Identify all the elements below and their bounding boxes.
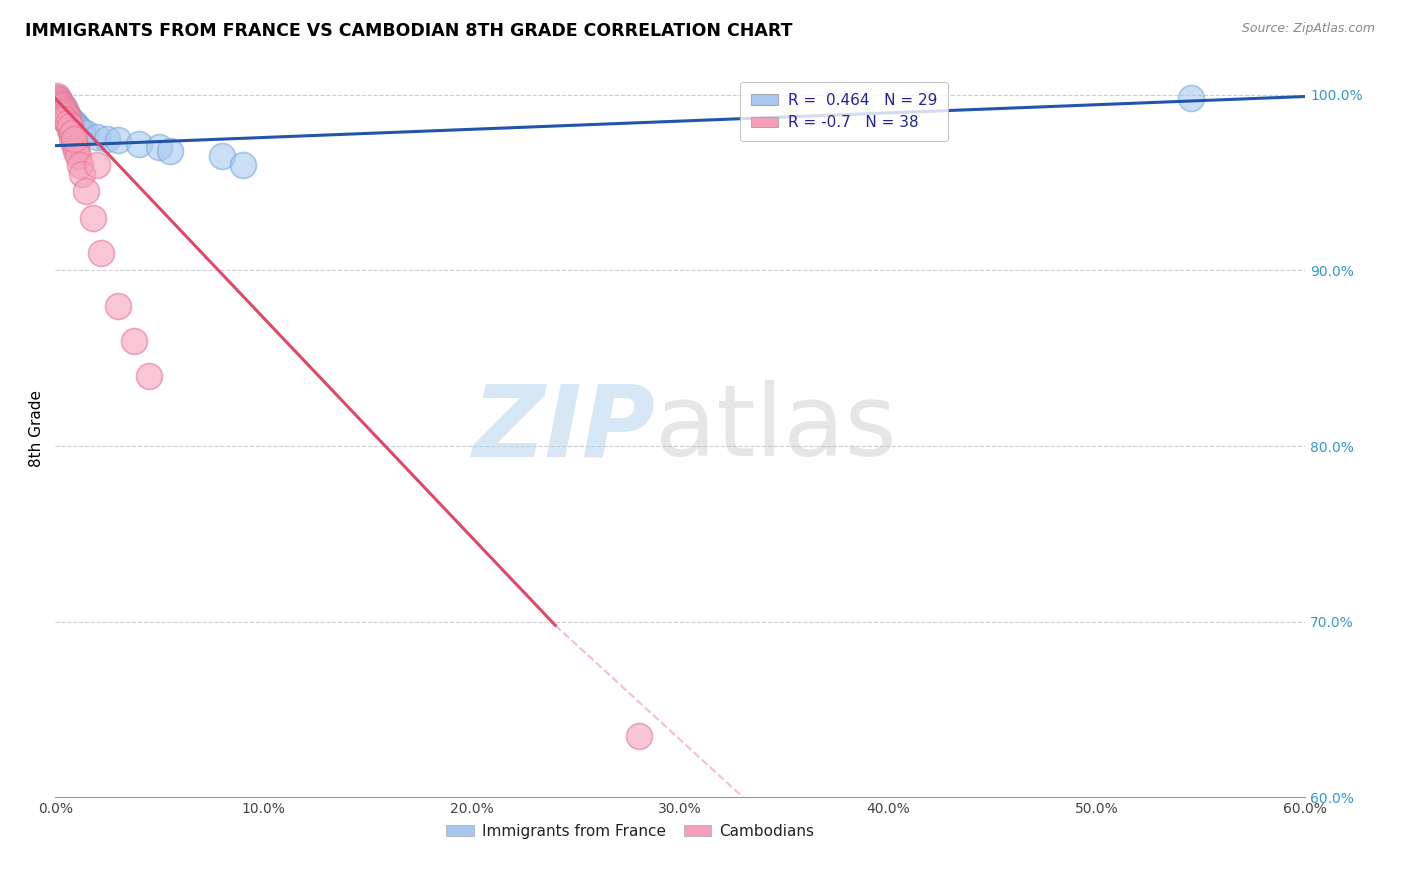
Point <box>48 93 70 107</box>
Point <box>46 91 69 105</box>
Point <box>52 112 75 127</box>
Point <box>56 116 79 130</box>
Point <box>48 93 70 107</box>
Point <box>148 140 170 154</box>
Point <box>48 95 70 109</box>
Point <box>65 144 87 158</box>
Point <box>82 211 104 225</box>
Point <box>72 125 94 139</box>
Point <box>128 136 150 151</box>
Point <box>69 158 91 172</box>
Point <box>55 109 77 123</box>
Point <box>67 149 90 163</box>
Point <box>56 116 79 130</box>
Point <box>211 149 233 163</box>
Point <box>48 95 70 109</box>
Point <box>59 120 82 134</box>
Point <box>56 109 79 123</box>
Y-axis label: 8th Grade: 8th Grade <box>30 390 44 467</box>
Point <box>124 334 146 348</box>
Point <box>51 96 73 111</box>
Point <box>63 136 86 151</box>
Point <box>65 118 87 132</box>
Point <box>65 120 87 134</box>
Point <box>55 107 77 121</box>
Point <box>51 98 73 112</box>
Point <box>51 96 73 111</box>
Point <box>1180 91 1202 105</box>
Point <box>46 91 69 105</box>
Point <box>63 116 86 130</box>
Point <box>69 123 91 137</box>
Point <box>627 729 650 743</box>
Point <box>86 158 108 172</box>
Point <box>138 368 160 383</box>
Point <box>52 102 75 116</box>
Text: IMMIGRANTS FROM FRANCE VS CAMBODIAN 8TH GRADE CORRELATION CHART: IMMIGRANTS FROM FRANCE VS CAMBODIAN 8TH … <box>25 22 793 40</box>
Point <box>55 105 77 120</box>
Legend: Immigrants from France, Cambodians: Immigrants from France, Cambodians <box>440 818 820 845</box>
Point <box>63 131 86 145</box>
Point <box>67 121 90 136</box>
Point <box>55 107 77 121</box>
Point <box>107 299 129 313</box>
Point <box>59 123 82 137</box>
Point <box>60 114 83 128</box>
Point <box>51 100 73 114</box>
Text: ZIP: ZIP <box>472 380 655 477</box>
Point <box>46 89 69 103</box>
Point <box>232 158 254 172</box>
Text: atlas: atlas <box>655 380 897 477</box>
Point <box>52 103 75 118</box>
Point <box>96 131 118 145</box>
Point <box>72 167 94 181</box>
Point <box>75 127 97 141</box>
Point <box>159 144 181 158</box>
Point <box>86 129 108 144</box>
Point <box>59 112 82 127</box>
Point <box>60 127 83 141</box>
Point <box>60 127 83 141</box>
Point <box>75 185 97 199</box>
Point <box>55 105 77 120</box>
Point <box>59 120 82 134</box>
Text: Source: ZipAtlas.com: Source: ZipAtlas.com <box>1241 22 1375 36</box>
Point <box>51 98 73 112</box>
Point <box>52 102 75 116</box>
Point <box>56 112 79 127</box>
Point <box>65 140 87 154</box>
Point <box>107 133 129 147</box>
Point <box>55 114 77 128</box>
Point <box>52 100 75 114</box>
Point <box>90 245 112 260</box>
Point <box>60 131 83 145</box>
Point <box>56 111 79 125</box>
